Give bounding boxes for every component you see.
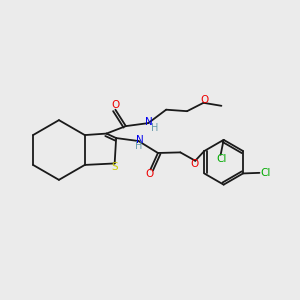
Text: H: H [151,123,158,133]
Text: N: N [145,117,153,127]
Text: O: O [146,169,154,179]
Text: Cl: Cl [260,168,271,178]
Text: N: N [136,134,143,145]
Text: Cl: Cl [216,154,226,164]
Text: O: O [200,95,208,105]
Text: S: S [111,162,118,172]
Text: H: H [135,141,143,152]
Text: O: O [190,159,199,169]
Text: O: O [111,100,119,110]
